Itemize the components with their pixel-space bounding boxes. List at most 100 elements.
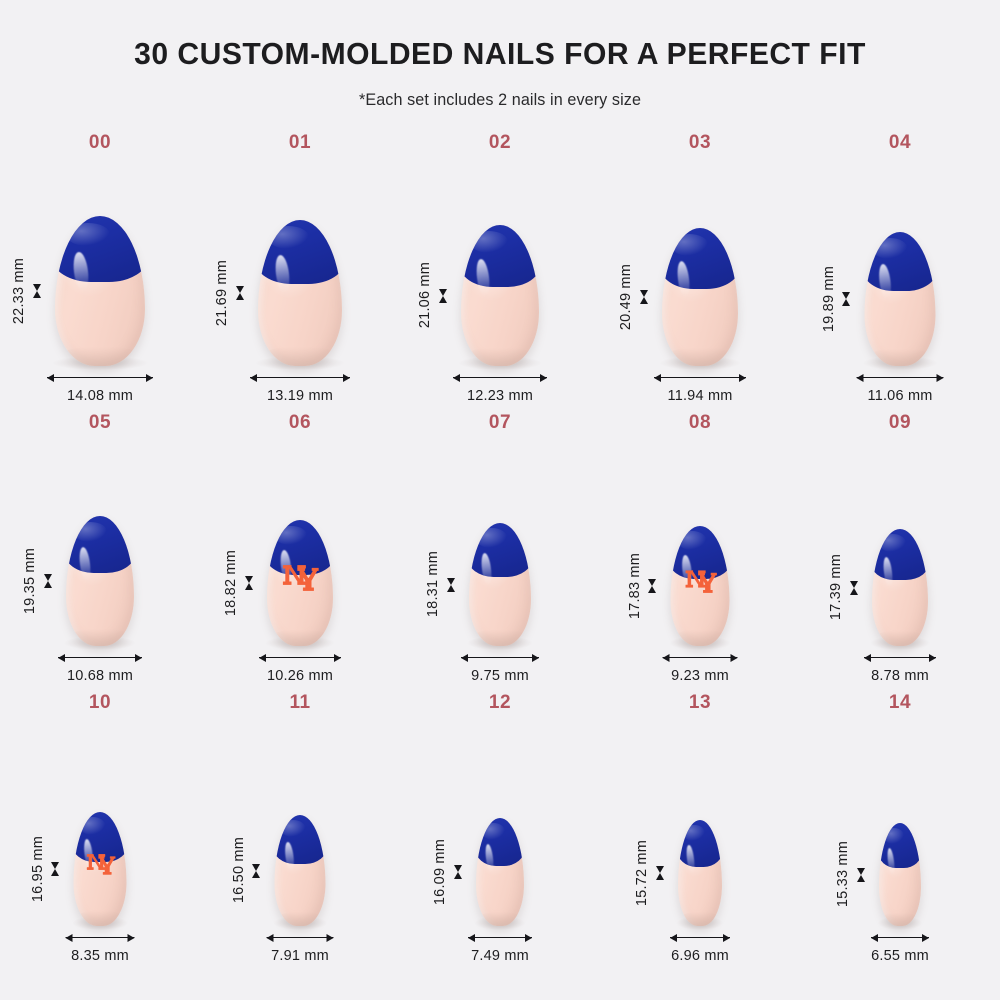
nail-cell-13[interactable]: 13 15.72 mm 6.96 m: [605, 692, 795, 964]
height-value: 15.72 mm: [634, 839, 650, 907]
nail-body: [274, 815, 326, 926]
nail-body: [461, 225, 539, 366]
nail-graphic[interactable]: [660, 228, 740, 370]
width-arrow: [654, 373, 746, 382]
french-tip: [678, 820, 722, 867]
nail-graphic[interactable]: [64, 516, 136, 650]
nail-cell-09[interactable]: 09 17.39 mm 8.78 m: [805, 412, 995, 684]
nail-illustration-zone: 15.72 mm: [605, 718, 795, 930]
width-value: 11.94 mm: [667, 388, 733, 404]
nail-cell-08[interactable]: 08 17.83 mm: [605, 412, 795, 684]
nail-graphic[interactable]: [255, 220, 345, 370]
height-dimension: 16.50 mm: [231, 815, 261, 926]
nail-graphic[interactable]: [459, 225, 541, 370]
nail-cell-10[interactable]: 10 16.95 mm: [5, 692, 195, 964]
nail-cell-02[interactable]: 02 21.06 mm 12.23: [405, 132, 595, 404]
height-dimension: 16.09 mm: [432, 818, 462, 926]
nail-body: [55, 216, 145, 366]
nail-graphic[interactable]: [676, 820, 724, 930]
height-dimension: 18.82 mm: [223, 520, 253, 646]
nail-graphic[interactable]: [870, 529, 930, 650]
nail-size-label: 01: [288, 132, 312, 153]
nail-cell-04[interactable]: 04 19.89 mm 11.06: [805, 132, 995, 404]
french-tip: [469, 523, 531, 578]
nail-row-1: 00 22.33 mm 14.08: [0, 124, 1000, 404]
nail-graphic[interactable]: [273, 815, 327, 930]
width-arrow: [47, 373, 153, 382]
nail-cell-11[interactable]: 11 16.50 mm 7.91 m: [205, 692, 395, 964]
cuticle-shading: [679, 912, 721, 926]
nail-illustration-zone: 17.39 mm: [805, 438, 995, 650]
width-value: 10.26 mm: [266, 668, 334, 684]
width-dimension: 10.26 mm: [259, 653, 341, 684]
nail-cell-07[interactable]: 07 18.31 mm 9.75 m: [405, 412, 595, 684]
width-dimension: 7.91 mm: [266, 933, 334, 964]
nail-graphic[interactable]: [877, 823, 923, 930]
height-value: 19.89 mm: [820, 265, 837, 333]
height-value: 19.35 mm: [22, 547, 38, 615]
width-arrow: [65, 933, 135, 942]
nail-graphic[interactable]: [265, 520, 335, 650]
nail-size-label: 08: [688, 412, 712, 433]
cuticle-shading: [269, 629, 331, 646]
cuticle-shading: [58, 346, 142, 366]
nail-graphic[interactable]: [862, 232, 938, 370]
width-value: 9.75 mm: [471, 668, 529, 684]
nail-illustration-zone: 16.50 mm: [205, 718, 395, 930]
width-dimension: 7.49 mm: [468, 933, 532, 964]
width-dimension: 10.68 mm: [58, 653, 142, 684]
height-value: 16.09 mm: [432, 838, 448, 906]
height-dimension: 18.31 mm: [425, 523, 455, 646]
page-subtitle: *Each set includes 2 nails in every size: [358, 90, 642, 109]
cuticle-shading: [874, 630, 926, 646]
nail-graphic[interactable]: [52, 216, 148, 370]
nail-cell-06[interactable]: 06 18.82 mm: [205, 412, 395, 684]
width-arrow: [871, 933, 929, 942]
french-tip: [662, 228, 738, 289]
nail-cell-01[interactable]: 01 21.69 mm 13.19: [205, 132, 395, 404]
nail-cell-00[interactable]: 00 22.33 mm 14.08: [5, 132, 195, 404]
page-title: 30 CUSTOM-MOLDED NAILS FOR A PERFECT FIT: [134, 36, 866, 71]
width-dimension: 8.35 mm: [65, 933, 135, 964]
nail-cell-12[interactable]: 12 16.09 mm 7.49 m: [405, 692, 595, 964]
nail-illustration-zone: 21.69 mm: [205, 158, 395, 370]
cuticle-shading: [471, 630, 529, 646]
height-value: 18.31 mm: [425, 551, 441, 618]
nail-illustration-zone: 17.83 mm: [605, 438, 795, 650]
nail-cell-14[interactable]: 14 15.33 mm 6.55 m: [805, 692, 995, 964]
nail-graphic[interactable]: [669, 526, 731, 650]
nail-cell-05[interactable]: 05 19.35 mm 10.68: [5, 412, 195, 684]
nail-illustration-zone: 22.33 mm: [5, 158, 195, 370]
nail-size-label: 13: [688, 692, 712, 713]
height-dimension: 17.83 mm: [627, 526, 657, 646]
nail-size-label: 10: [88, 692, 112, 713]
french-tip: [73, 812, 127, 863]
width-dimension: 11.06 mm: [856, 373, 944, 404]
nail-graphic[interactable]: [474, 818, 526, 930]
width-arrow: [856, 373, 944, 382]
width-arrow: [266, 933, 334, 942]
height-dimension: 16.95 mm: [30, 812, 60, 926]
nail-body: [258, 220, 342, 366]
height-value: 16.50 mm: [230, 837, 247, 904]
nail-size-label: 07: [488, 412, 512, 433]
nail-graphic[interactable]: [467, 523, 533, 650]
cuticle-shading: [477, 911, 523, 926]
nail-graphic[interactable]: [72, 812, 128, 930]
width-dimension: 9.23 mm: [662, 653, 738, 684]
nail-row-2: 05 19.35 mm 10.68: [0, 404, 1000, 684]
nail-size-label: 06: [288, 412, 312, 433]
ny-mets-monogram: [280, 555, 320, 595]
nail-size-label: 11: [289, 692, 311, 713]
french-tip: [461, 225, 539, 288]
height-dimension: 15.33 mm: [835, 823, 865, 926]
cuticle-shading: [880, 912, 920, 926]
width-arrow: [250, 373, 350, 382]
height-dimension: 21.69 mm: [214, 220, 244, 366]
nail-cell-03[interactable]: 03 20.49 mm 11.94: [605, 132, 795, 404]
height-dimension: 22.33 mm: [11, 216, 41, 366]
height-dimension: 21.06 mm: [417, 225, 447, 366]
nail-body: [73, 812, 127, 926]
nail-body: [662, 228, 738, 366]
nail-body: [872, 529, 928, 646]
